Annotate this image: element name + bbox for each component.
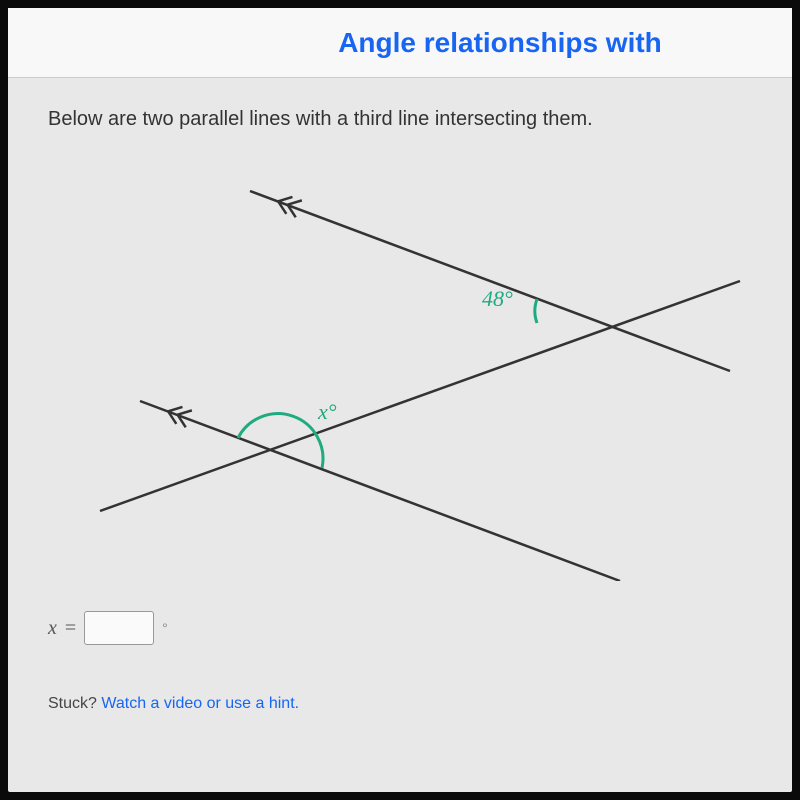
diagram-svg: 48° x°	[50, 151, 750, 581]
stuck-link[interactable]: Watch a video or use a hint.	[101, 695, 299, 712]
upper-parallel-line	[250, 191, 730, 371]
angle-x-label: x°	[317, 399, 337, 424]
angle-48-arc	[535, 299, 537, 323]
upper-parallel-arrows	[275, 193, 302, 217]
problem-statement: Below are two parallel lines with a thir…	[48, 108, 752, 131]
answer-row: x = °	[48, 611, 752, 645]
stuck-prefix: Stuck?	[48, 695, 101, 712]
answer-input[interactable]	[84, 611, 154, 645]
stuck-row: Stuck? Watch a video or use a hint.	[48, 695, 752, 713]
page-title: Angle relationships with	[338, 27, 662, 59]
answer-equals: =	[65, 617, 76, 640]
content-area: Below are two parallel lines with a thir…	[8, 78, 792, 743]
page-header: Angle relationships with	[8, 8, 792, 78]
answer-variable: x	[48, 617, 57, 640]
answer-unit: °	[162, 620, 168, 636]
angle-48-label: 48°	[482, 286, 513, 311]
angle-x-arc	[238, 414, 323, 468]
transversal-line	[100, 281, 740, 511]
lower-parallel-line	[140, 401, 620, 581]
screen-container: Angle relationships with Below are two p…	[8, 8, 792, 792]
lower-parallel-arrows	[165, 403, 192, 427]
geometry-diagram: 48° x°	[50, 151, 750, 581]
